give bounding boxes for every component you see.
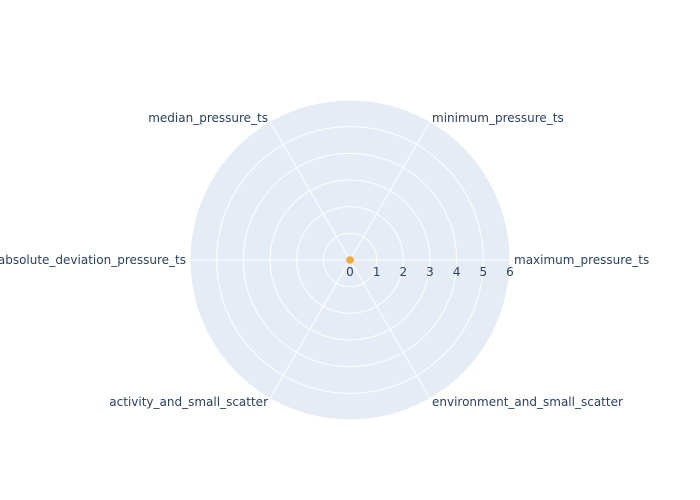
category-label-0: maximum_pressure_ts bbox=[514, 253, 649, 267]
radial-tick-label-5: 5 bbox=[480, 265, 488, 279]
radial-tick-label-0: 0 bbox=[346, 265, 354, 279]
spoke-5 bbox=[349, 259, 431, 399]
spoke-2 bbox=[269, 121, 351, 261]
series-0-point-5 bbox=[348, 258, 354, 264]
category-label-2: median_pressure_ts bbox=[148, 111, 268, 125]
radial-tick-label-4: 4 bbox=[453, 265, 461, 279]
radial-tick-label-6: 6 bbox=[506, 265, 514, 279]
radial-tick-label-2: 2 bbox=[400, 265, 408, 279]
radial-tick-label-1: 1 bbox=[373, 265, 381, 279]
series-layer bbox=[346, 256, 354, 264]
category-labels: maximum_pressure_ts minimum_pressure_ts me… bbox=[0, 111, 649, 409]
category-label-4: activity_and_small_scatter bbox=[109, 395, 268, 409]
category-label-3: absolute_deviation_pressure_ts bbox=[0, 253, 186, 267]
angular-gridlines bbox=[190, 121, 510, 399]
category-label-1: minimum_pressure_ts bbox=[432, 111, 564, 125]
radial-tick-label-3: 3 bbox=[426, 265, 434, 279]
category-label-5: environment_and_small_scatter bbox=[432, 395, 623, 409]
spoke-1 bbox=[349, 121, 431, 261]
spoke-4 bbox=[269, 259, 351, 399]
radial-tick-labels: 0 1 2 3 4 5 6 bbox=[346, 265, 514, 279]
